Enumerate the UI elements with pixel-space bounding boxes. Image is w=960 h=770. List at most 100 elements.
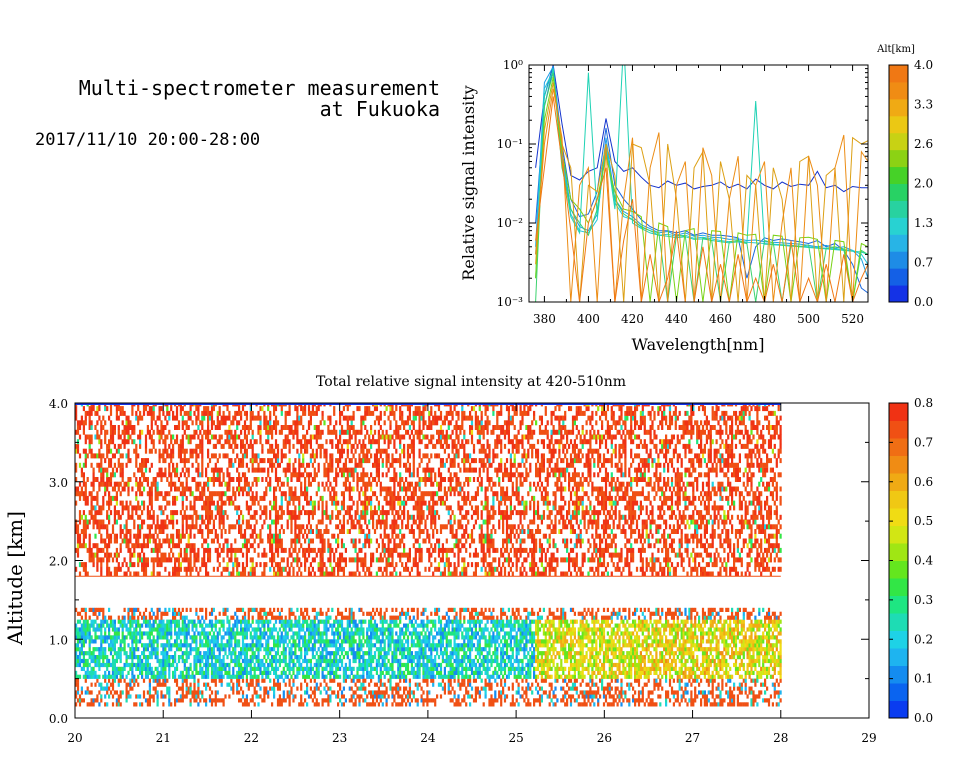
heatmap-cell — [187, 439, 190, 445]
heatmap-cell — [335, 491, 338, 497]
heatmap-cell — [117, 698, 120, 703]
heatmap-cell — [135, 702, 138, 707]
heatmap-cell — [94, 505, 97, 511]
heatmap-cell — [306, 443, 309, 449]
heatmap-cell — [160, 670, 163, 675]
heatmap-cell — [86, 627, 89, 632]
heatmap-cell — [276, 547, 280, 553]
heatmap-cell — [133, 533, 136, 539]
heatmap-cell — [156, 674, 159, 679]
heatmap-cell — [166, 623, 169, 628]
heatmap-cell — [154, 477, 157, 482]
heatmap-cell — [323, 674, 326, 679]
heatmap-cell — [207, 429, 210, 435]
heatmap-cell — [232, 491, 235, 497]
heatmap-cell — [156, 543, 159, 549]
heatmap-cell — [86, 519, 89, 525]
heatmap-cell — [158, 682, 161, 687]
heatmap-cell — [193, 562, 196, 568]
heatmap-cell — [274, 443, 278, 449]
heatmap-cell — [119, 658, 122, 664]
heatmap-cell — [286, 524, 289, 530]
heatmap-cell — [348, 458, 351, 464]
heatmap-cell — [86, 495, 89, 501]
heatmap-cell — [133, 425, 136, 430]
heatmap-cell — [125, 415, 128, 421]
heatmap-cell — [207, 410, 210, 416]
heatmap-cell — [259, 666, 262, 671]
heatmap-cell — [133, 615, 136, 620]
heatmap-cell — [197, 443, 200, 449]
heatmap-cell — [340, 566, 344, 572]
heatmap-cell — [96, 547, 99, 553]
heatmap-cell — [125, 439, 128, 445]
heatmap-cell — [82, 639, 85, 644]
heatmap-cell — [271, 538, 274, 544]
heatmap-cell — [195, 623, 198, 628]
heatmap-cell — [311, 410, 314, 416]
heatmap-cell — [166, 524, 169, 530]
heatmap-cell — [82, 619, 85, 624]
heatmap-cell — [325, 529, 328, 534]
heatmap-cell — [168, 472, 171, 478]
heatmap-cell — [117, 682, 120, 687]
heatmap-cell — [292, 467, 295, 473]
heatmap-cell — [131, 670, 134, 675]
heatmap-cell — [358, 607, 361, 612]
heatmap-cell — [304, 552, 307, 558]
heatmap-cell — [146, 514, 149, 520]
heatmap-cell — [253, 655, 256, 660]
heatmap-cell — [340, 611, 344, 616]
heatmap-cell — [146, 524, 149, 530]
heatmap-cell — [251, 682, 254, 687]
heatmap-cell — [119, 524, 122, 530]
heatmap-cell — [240, 627, 243, 632]
heatmap-cell — [109, 651, 113, 656]
heatmap-cell — [306, 607, 309, 612]
heatmap-cell — [362, 491, 365, 497]
heatmap-cell — [294, 491, 297, 497]
heatmap-cell — [100, 562, 103, 568]
heatmap-cell — [189, 666, 192, 671]
heatmap-cell — [100, 627, 103, 632]
heatmap-cell — [133, 635, 136, 640]
heatmap-cell — [214, 658, 217, 664]
heatmap-cell — [232, 670, 235, 675]
heatmap-cell — [342, 448, 345, 454]
heatmap-cell — [249, 439, 252, 445]
heatmap-cell — [162, 702, 165, 707]
heatmap-cell — [170, 702, 173, 707]
heatmap-cell — [131, 686, 134, 691]
heatmap-cell — [263, 410, 266, 416]
heatmap-cell — [327, 462, 330, 468]
heatmap-cell — [142, 406, 146, 412]
heatmap-cell — [304, 619, 307, 624]
heatmap-cell — [216, 631, 219, 636]
heatmap-cell — [245, 519, 248, 525]
heatmap-cell — [199, 607, 202, 612]
heatmap-cell — [245, 635, 248, 640]
heatmap-cell — [296, 655, 299, 660]
heatmap-cell — [319, 519, 322, 525]
heatmap-cell — [263, 631, 266, 636]
heatmap-cell — [340, 643, 344, 648]
heatmap-cell — [193, 524, 196, 530]
heatmap-cell — [199, 472, 202, 478]
heatmap-cell — [261, 619, 264, 624]
heatmap-cell — [210, 495, 214, 501]
heatmap-cell — [288, 458, 291, 464]
heatmap-cell — [203, 481, 206, 487]
heatmap-cell — [92, 453, 95, 459]
heatmap-cell — [292, 698, 295, 703]
heatmap-cell — [232, 448, 235, 454]
heatmap-cell — [199, 566, 202, 572]
heatmap-cell — [319, 655, 322, 660]
heatmap-cell — [298, 639, 301, 644]
heatmap-cell — [313, 472, 316, 478]
heatmap-cell — [337, 607, 340, 612]
heatmap-cell — [344, 678, 347, 683]
heatmap-cell — [339, 519, 342, 525]
spectrum-y-tick-label-2: 10⁻² — [497, 216, 524, 230]
heatmap-cell — [296, 415, 299, 421]
heatmap-cell — [346, 651, 349, 656]
